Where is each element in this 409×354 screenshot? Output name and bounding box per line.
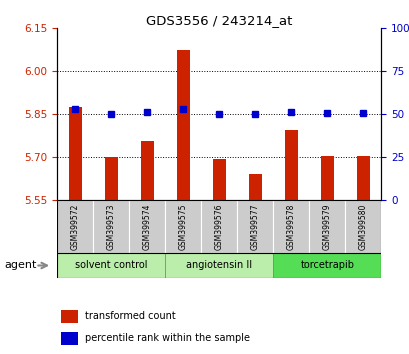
Text: transformed count: transformed count [85,312,175,321]
Bar [248,174,261,200]
Text: GSM399575: GSM399575 [178,203,187,250]
Bar [273,253,380,278]
Text: GSM399573: GSM399573 [107,203,116,250]
Bar [61,310,78,323]
Text: torcetrapib: torcetrapib [299,261,353,270]
Bar [69,107,81,200]
Bar [308,200,344,253]
Text: agent: agent [4,261,36,270]
Text: solvent control: solvent control [75,261,147,270]
Text: percentile rank within the sample: percentile rank within the sample [85,333,249,343]
Text: GSM399572: GSM399572 [71,203,80,250]
Bar [105,157,117,200]
Bar [344,200,380,253]
Bar [93,200,129,253]
Bar [165,253,273,278]
Text: angiotensin II: angiotensin II [186,261,252,270]
Text: GSM399574: GSM399574 [142,203,151,250]
Bar [129,200,165,253]
Bar [320,156,333,200]
Bar [213,159,225,200]
Bar [57,200,93,253]
Text: GSM399578: GSM399578 [286,203,295,250]
Bar [177,50,189,200]
Title: GDS3556 / 243214_at: GDS3556 / 243214_at [146,14,292,27]
Text: GSM399579: GSM399579 [322,203,331,250]
Bar [273,200,308,253]
Text: GSM399577: GSM399577 [250,203,259,250]
Text: GSM399576: GSM399576 [214,203,223,250]
Bar [141,141,153,200]
Bar [284,130,297,200]
Bar [356,156,369,200]
Bar [237,200,273,253]
Bar [201,200,237,253]
Bar [57,253,165,278]
Bar [61,332,78,345]
Text: GSM399580: GSM399580 [358,203,367,250]
Bar [165,200,201,253]
